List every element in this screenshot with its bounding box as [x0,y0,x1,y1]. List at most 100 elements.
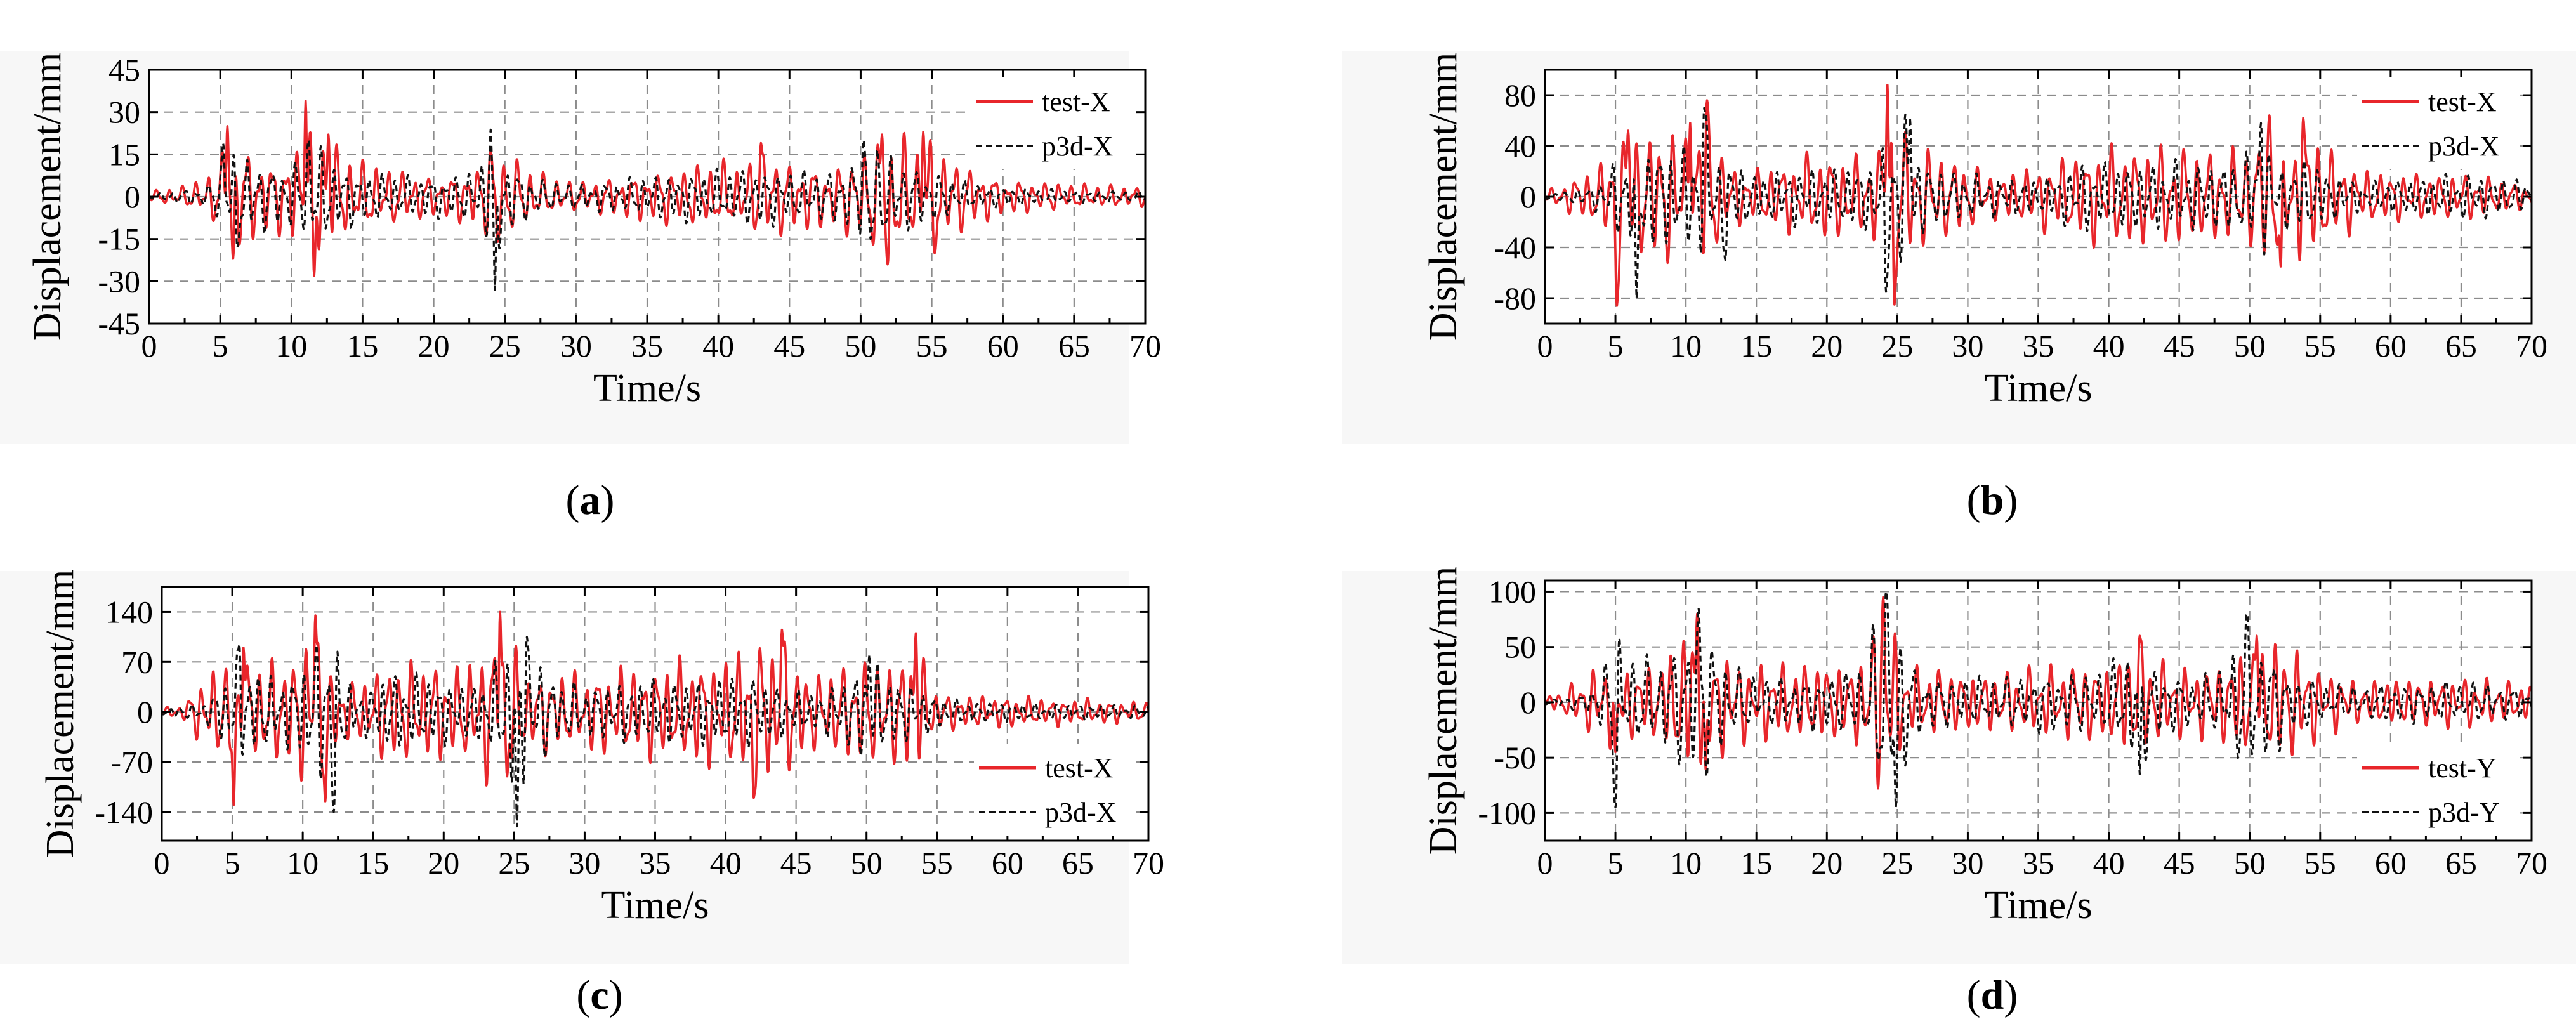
caption-letter: d [1981,972,2004,1018]
caption-close: ) [601,477,615,523]
legend-label: test-X [1045,752,1114,784]
legend-label: p3d-X [1042,131,1113,162]
panel-caption: (d) [1967,972,2018,1018]
x-tick-label: 20 [428,845,459,881]
series-line-p3d-x [1545,107,2532,299]
y-tick-label: 0 [124,179,140,214]
y-tick-label: -50 [1494,740,1536,775]
x-tick-label: 10 [287,845,319,881]
legend-background [974,744,1136,836]
legend: test-X p3d-X [971,77,1133,169]
x-tick-label: 45 [2164,328,2195,364]
x-tick-label: 65 [2445,328,2477,364]
series-group [1545,84,2532,307]
x-tick-label: 15 [357,845,389,881]
x-tick-label: 15 [1740,845,1772,881]
panel-caption: (c) [576,972,622,1018]
series-line-test-x [1545,84,2532,307]
y-tick-label: 40 [1504,128,1536,164]
panel-caption: (a) [566,477,615,523]
x-tick-label: 50 [2234,328,2266,364]
y-tick-label: -45 [98,306,140,341]
y-tick-label: 15 [108,136,140,172]
y-axis-label: Displacement/mm [1422,53,1465,341]
legend: test-Y p3d-Y [2357,744,2519,836]
legend-label: test-X [1042,86,1110,117]
x-tick-label: 15 [1740,328,1772,364]
x-tick-label: 30 [568,845,600,881]
x-tick-label: 70 [1133,845,1164,881]
caption-letter: b [1981,477,2004,523]
y-tick-label: 100 [1488,574,1536,609]
x-tick-label: 5 [1608,845,1624,881]
x-tick-label: 70 [1129,328,1161,364]
caption-letter: a [580,477,601,523]
x-tick-label: 30 [1952,845,1983,881]
x-tick-label: 35 [2023,845,2054,881]
x-tick-label: 30 [1952,328,1983,364]
x-tick-label: 45 [780,845,812,881]
x-tick-label: 50 [851,845,883,881]
x-tick-label: 60 [2375,845,2407,881]
x-tick-label: 60 [2375,328,2407,364]
x-tick-label: 25 [498,845,530,881]
x-axis-label: Time/s [1984,367,2092,410]
caption-letter: c [590,972,608,1018]
x-tick-label: 0 [141,328,157,364]
y-tick-label: 30 [108,95,140,130]
x-tick-label: 70 [2516,328,2547,364]
y-tick-label: -40 [1494,230,1536,265]
x-tick-label: 55 [2304,845,2336,881]
x-tick-label: 60 [992,845,1023,881]
panel-caption: (b) [1967,477,2018,523]
x-tick-label: 5 [1608,328,1624,364]
series-line-p3d-y [1545,590,2532,809]
x-axis-label: Time/s [601,884,709,927]
y-tick-label: -100 [1478,795,1536,831]
y-axis-label: Displacement/mm [26,53,69,341]
caption-open: ( [576,972,590,1018]
caption-open: ( [1967,972,1981,1018]
y-tick-label: 70 [121,644,153,680]
panel-d: 0 5 10 15 20 25 30 35 40 45 50 55 60 65 70 -100 -50 0 50 10… [1342,567,2576,1018]
series-line-p3d-x [162,636,1148,828]
x-axis-label: Time/s [593,367,701,410]
x-tick-label: 55 [916,328,948,364]
series-line-p3d-x [149,128,1145,291]
y-tick-label: 50 [1504,629,1536,665]
legend-background [2357,77,2519,169]
x-tick-label: 5 [213,328,228,364]
caption-close: ) [2004,972,2018,1018]
caption-close: ) [609,972,623,1018]
x-tick-label: 35 [2023,328,2054,364]
x-tick-label: 20 [1811,328,1843,364]
y-tick-label: -15 [98,221,140,257]
panel-a: 0 5 10 15 20 25 30 35 40 45 50 55 60 65 70 -45 -30 -15 0 15… [0,51,1161,523]
panel-c: 0 5 10 15 20 25 30 35 40 45 50 55 60 65 70 -140 -70 0 70 14… [0,570,1164,1018]
legend-label: p3d-Y [2428,797,2499,828]
x-tick-label: 25 [489,328,521,364]
y-tick-label: -80 [1494,280,1536,316]
x-tick-label: 25 [1881,328,1913,364]
x-tick-label: 70 [2516,845,2547,881]
x-tick-label: 35 [640,845,671,881]
x-tick-label: 10 [1670,845,1702,881]
x-tick-label: 10 [275,328,307,364]
y-axis-label: Displacement/mm [1422,567,1465,855]
legend-background [2357,744,2519,836]
x-tick-label: 0 [154,845,170,881]
caption-close: ) [2004,477,2018,523]
legend: test-X p3d-X [974,744,1136,836]
x-axis-label: Time/s [1984,884,2092,927]
legend-label: p3d-X [2428,131,2499,162]
legend: test-X p3d-X [2357,77,2519,169]
series-group [1545,590,2532,809]
y-axis-label: Displacement/mm [39,570,82,858]
x-tick-label: 0 [1537,328,1553,364]
x-tick-label: 0 [1537,845,1553,881]
y-tick-label: 0 [137,694,153,730]
x-tick-label: 65 [2445,845,2477,881]
legend-label: p3d-X [1045,797,1116,828]
caption-open: ( [566,477,580,523]
